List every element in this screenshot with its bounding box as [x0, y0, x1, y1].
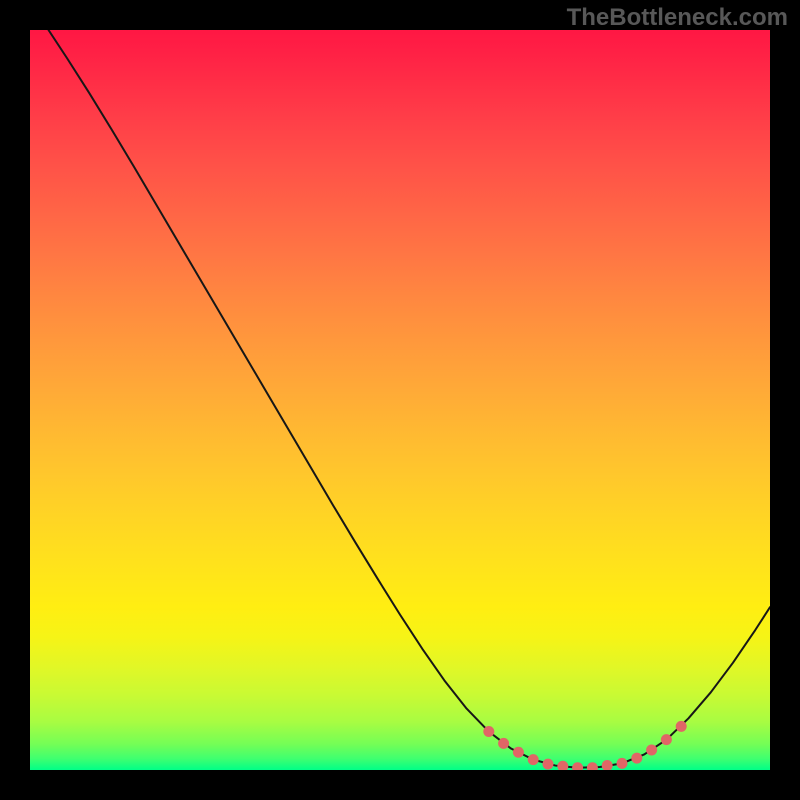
- marker-dot: [498, 738, 509, 749]
- marker-dot: [646, 745, 657, 756]
- plot-area: [30, 30, 770, 770]
- chart-svg: [30, 30, 770, 770]
- marker-dot: [483, 726, 494, 737]
- marker-dot: [676, 721, 687, 732]
- marker-dot: [513, 747, 524, 758]
- watermark-text: TheBottleneck.com: [567, 4, 788, 32]
- plot-background: [30, 30, 770, 770]
- marker-dot: [631, 753, 642, 764]
- marker-dot: [528, 754, 539, 765]
- marker-dot: [617, 758, 628, 769]
- marker-dot: [543, 759, 554, 770]
- marker-dot: [661, 734, 672, 745]
- chart-frame: TheBottleneck.com: [0, 0, 800, 800]
